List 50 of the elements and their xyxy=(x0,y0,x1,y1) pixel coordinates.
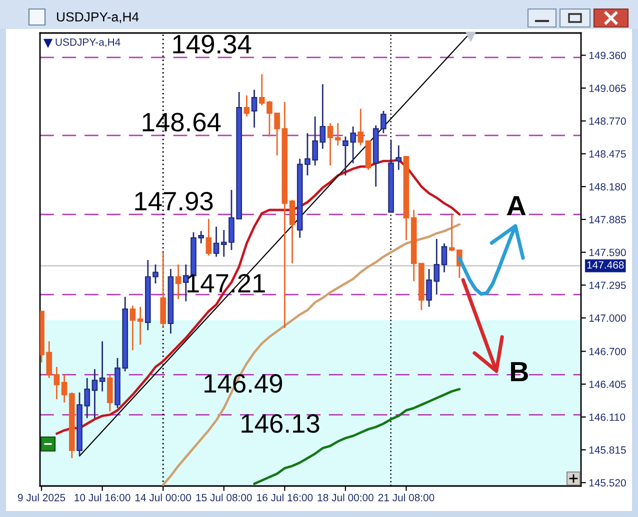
y-tick-label: 146.405 xyxy=(589,380,626,388)
annotation: B xyxy=(511,362,528,382)
y-tick-label: 149.360 xyxy=(589,52,626,60)
y-tick-label: 147.000 xyxy=(589,314,626,322)
x-tick-label: 16 Jul 16:00 xyxy=(257,494,313,502)
y-tick-label: 146.700 xyxy=(589,348,626,356)
y-tick-label: 147.885 xyxy=(589,216,626,224)
candlestick xyxy=(206,218,212,256)
x-tick-label: 15 Jul 08:00 xyxy=(196,494,252,502)
y-tick-label: 148.475 xyxy=(589,150,626,158)
y-tick-label: 147.590 xyxy=(589,248,626,256)
candlestick xyxy=(396,144,402,171)
candlestick xyxy=(289,199,296,264)
ref-line-label: 147.468 xyxy=(587,261,624,269)
x-tick-label: 18 Jul 00:00 xyxy=(318,494,374,502)
line-series xyxy=(56,158,461,435)
candlestick xyxy=(61,374,68,404)
candlestick xyxy=(251,89,258,128)
ref-line-label: 146.13 xyxy=(242,414,320,433)
candlestick xyxy=(92,368,98,419)
ref-line-label: 147.93 xyxy=(135,192,213,211)
chart-title: USDJPY-a,H4 xyxy=(57,12,139,24)
candlestick xyxy=(448,212,455,252)
candlestick xyxy=(244,94,250,118)
y-tick-label: 147.295 xyxy=(589,282,626,289)
ref-line-label: 148.64 xyxy=(142,112,221,132)
x-tick-label: 9 Jul 2025 xyxy=(18,494,66,502)
candlestick xyxy=(54,366,60,400)
y-tick-label: 148.770 xyxy=(589,117,626,125)
ref-line-label: 149.34 xyxy=(173,34,252,54)
y-tick-label: 145.815 xyxy=(589,446,626,454)
candlestick xyxy=(334,122,341,146)
chart-subtitle: USDJPY-a,H4 xyxy=(56,38,120,48)
candlestick xyxy=(327,122,334,166)
x-tick-label: 14 Jul 00:00 xyxy=(136,494,192,502)
candlestick xyxy=(137,306,144,346)
candlestick xyxy=(213,226,220,258)
x-tick-label: 10 Jul 16:00 xyxy=(74,494,130,502)
candlestick xyxy=(358,108,364,146)
candlestick xyxy=(99,340,106,392)
candlestick xyxy=(441,242,448,273)
y-tick-label: 148.180 xyxy=(589,183,626,190)
x-tick-label: 21 Jul 08:00 xyxy=(378,494,434,502)
candlestick xyxy=(175,264,182,300)
y-tick-label: 145.520 xyxy=(589,479,626,487)
y-tick-label: 146.110 xyxy=(589,413,626,421)
line-series xyxy=(162,223,461,486)
annotation: A xyxy=(507,196,526,216)
y-tick-label: 149.065 xyxy=(589,84,626,92)
candlestick xyxy=(130,304,136,351)
